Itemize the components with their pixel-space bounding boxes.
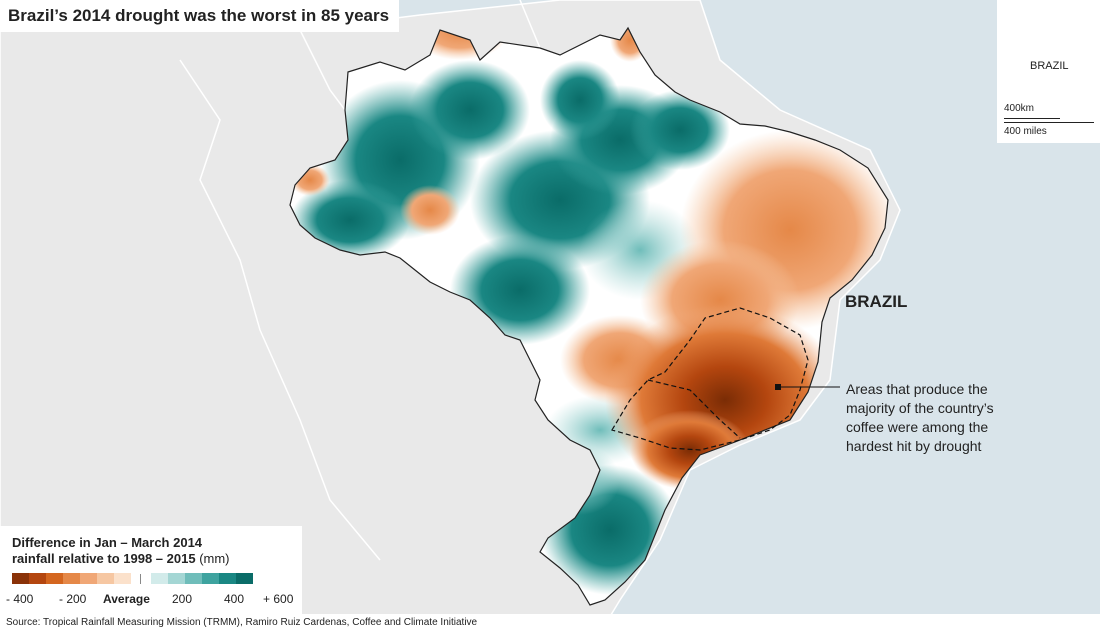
legend-swatch-wet-3 — [202, 573, 219, 584]
legend-swatch-wet-2 — [185, 573, 202, 584]
legend-tick-plus200: 200 — [172, 592, 193, 606]
title-box: Brazil’s 2014 drought was the worst in 8… — [0, 0, 400, 32]
legend-tick-plus600: + 600 — [263, 592, 294, 606]
legend: Difference in Jan – March 2014 rainfall … — [0, 526, 302, 614]
country-label: BRAZIL — [845, 292, 908, 311]
legend-tick-average: Average — [103, 592, 150, 606]
legend-swatch-wet-5 — [236, 573, 253, 584]
legend-title-line2: rainfall relative to 1998 – 2015 — [12, 551, 196, 566]
legend-swatch-dry-0 — [12, 573, 29, 584]
annotation-marker — [775, 384, 781, 390]
scale-miles-label: 400 miles — [1004, 126, 1047, 137]
source-text: Source: Tropical Rainfall Measuring Miss… — [6, 617, 478, 628]
source-bar: Source: Tropical Rainfall Measuring Miss… — [0, 614, 1100, 633]
locator-panel — [997, 0, 1100, 143]
legend-swatch-dry-2 — [46, 573, 63, 584]
legend-swatch-dry-6 — [114, 573, 131, 584]
legend-tick-minus400: - 400 — [6, 592, 34, 606]
chart-title: Brazil’s 2014 drought was the worst in 8… — [8, 6, 390, 25]
scale-mi-line — [1004, 122, 1094, 123]
legend-swatch-wet-0 — [151, 573, 168, 584]
legend-swatch-wet-1 — [168, 573, 185, 584]
legend-swatch-dry-4 — [80, 573, 97, 584]
legend-title-line1: Difference in Jan – March 2014 — [12, 535, 203, 550]
legend-swatch-dry-3 — [63, 573, 80, 584]
coffee-annotation: Areas that produce the majority of the c… — [846, 381, 994, 454]
legend-tick-minus200: - 200 — [59, 592, 87, 606]
legend-unit: (mm) — [199, 551, 230, 566]
legend-average-gap — [131, 573, 151, 584]
legend-swatch-wet-4 — [219, 573, 236, 584]
locator-label: BRAZIL — [1030, 60, 1069, 72]
legend-swatch-dry-1 — [29, 573, 46, 584]
legend-tick-plus400: 400 — [224, 592, 245, 606]
legend-swatches — [12, 573, 253, 584]
scale-km-line — [1004, 118, 1060, 119]
scale-km-label: 400km — [1004, 103, 1035, 114]
legend-title: Difference in Jan – March 2014 rainfall … — [12, 535, 230, 567]
legend-average-tick — [140, 574, 141, 584]
legend-swatch-dry-5 — [97, 573, 114, 584]
